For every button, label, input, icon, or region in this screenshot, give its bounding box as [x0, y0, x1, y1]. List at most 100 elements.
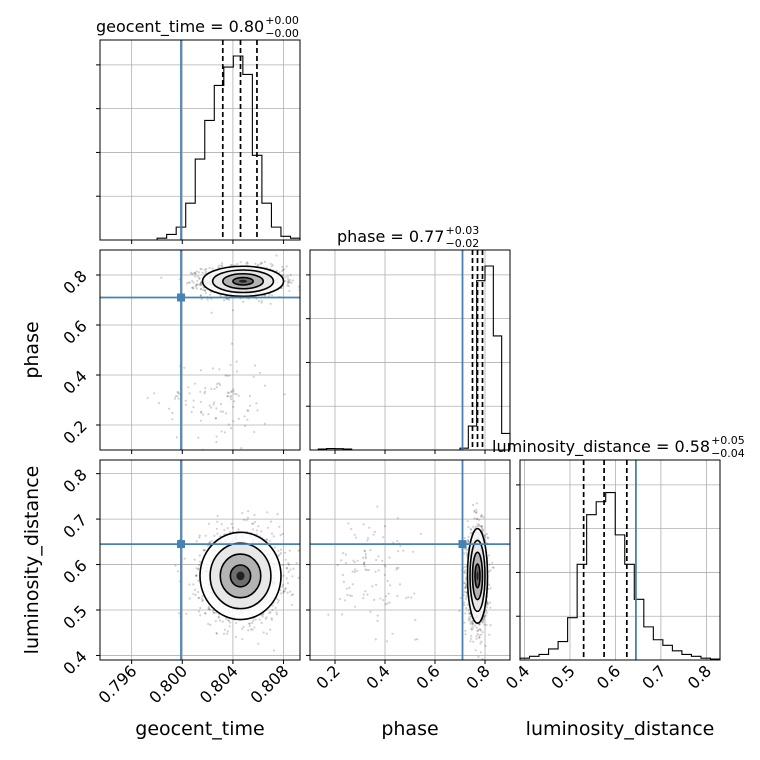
scatter-point [268, 611, 271, 615]
scatter-point [209, 623, 212, 627]
scatter-point [463, 621, 466, 624]
scatter-point [209, 293, 212, 296]
scatter-point [476, 629, 479, 632]
scatter-point [286, 275, 289, 278]
scatter-point [376, 619, 379, 623]
scatter-point [194, 285, 197, 288]
scatter-point [260, 621, 263, 625]
scatter-point [185, 612, 188, 615]
scatter-point [480, 514, 483, 517]
scatter-point [188, 583, 191, 586]
scatter-point [171, 411, 174, 415]
title-phase: phase = 0.77 [337, 227, 444, 246]
scatter-point [491, 566, 494, 569]
panel-hist-luminosity_distance [516, 459, 721, 661]
scatter-point [354, 536, 358, 539]
scatter-point [364, 568, 367, 571]
scatter-point [200, 287, 203, 290]
scatter-point [353, 533, 356, 536]
scatter-point [263, 384, 266, 387]
scatter-point [463, 590, 466, 593]
scatter-point [251, 621, 254, 625]
scatter-point [463, 586, 466, 590]
scatter-point [301, 571, 303, 573]
frame [99, 249, 301, 451]
scatter-point [218, 264, 221, 267]
scatter-point [364, 557, 368, 560]
scatter-point [290, 281, 293, 284]
scatter-point [367, 569, 370, 572]
scatter-point [198, 283, 201, 286]
scatter-point [241, 627, 244, 631]
scatter-point [284, 551, 287, 554]
scatter-point [350, 594, 353, 598]
title-geocent-time: geocent_time = 0.80 [96, 17, 264, 37]
scatter-point [486, 601, 489, 604]
scatter-point [204, 272, 207, 275]
scatter-point [282, 574, 285, 577]
scatter-point [290, 603, 293, 606]
scatter-point [351, 583, 354, 586]
scatter-point [230, 394, 233, 397]
contour-4 [236, 571, 245, 581]
scatter-point [275, 254, 278, 257]
scatter-point [228, 619, 231, 622]
scatter-point [303, 270, 305, 272]
scatter-point [226, 395, 230, 398]
scatter-point [286, 591, 289, 594]
scatter-point [288, 549, 291, 552]
scatter-point [348, 586, 351, 590]
scatter-point [196, 279, 199, 282]
scatter-point [211, 267, 214, 270]
scatter-point [264, 617, 267, 620]
scatter-point [473, 510, 476, 513]
scatter-point [232, 405, 235, 408]
scatter-point [280, 548, 283, 551]
scatter-point [199, 294, 202, 297]
scatter-point [199, 283, 202, 286]
scatter-point [257, 642, 260, 645]
frame [309, 459, 511, 661]
scatter-point [198, 554, 201, 557]
scatter-point [419, 532, 422, 536]
scatter-point [281, 273, 284, 276]
scatter-point [285, 566, 288, 570]
scatter-point [485, 532, 489, 536]
scatter-point [353, 561, 356, 564]
scatter-point [199, 606, 202, 610]
scatter-point [195, 574, 198, 577]
scatter-point [246, 418, 249, 421]
scatter-point [458, 609, 461, 612]
scatter-point [199, 419, 202, 422]
scatter-point [206, 298, 209, 301]
scatter-point [214, 620, 217, 623]
title-phase-plus: +0.03 [445, 224, 479, 237]
scatter-point [202, 549, 205, 552]
scatter-point [464, 586, 467, 589]
scatter-point [218, 382, 221, 385]
scatter-point [281, 585, 284, 588]
scatter-point [368, 526, 371, 529]
scatter-point [199, 283, 202, 286]
scatter-point [263, 294, 267, 297]
scatter-point [363, 549, 366, 552]
scatter-point [383, 564, 386, 567]
scatter-point [374, 570, 377, 573]
scatter-point [475, 518, 478, 521]
scatter-point [290, 594, 293, 597]
scatter-point [287, 280, 290, 283]
scatter-point [258, 618, 261, 621]
scatter-point [211, 609, 214, 612]
panel-hist-phase [306, 249, 511, 451]
scatter-point [284, 276, 287, 279]
scatter-point [276, 513, 279, 516]
scatter-point [255, 402, 258, 405]
scatter-point [463, 581, 466, 585]
y-tick-label-phase-2: 0.6 [59, 316, 90, 347]
scatter-point [341, 573, 344, 577]
scatter-point [354, 605, 357, 608]
scatter-point [382, 536, 385, 539]
scatter-point [253, 430, 256, 434]
scatter-point [285, 577, 288, 580]
scatter-point [226, 527, 229, 530]
